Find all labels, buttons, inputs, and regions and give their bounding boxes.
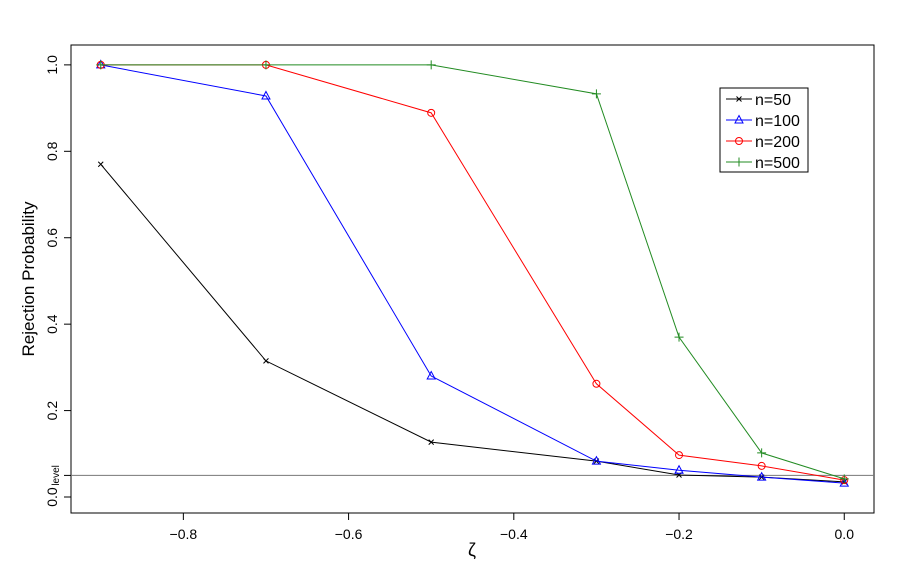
legend-marker: [735, 137, 743, 145]
legend-label: n=200: [755, 134, 800, 151]
series-line: [100, 64, 845, 484]
x-axis-label: ζ: [468, 540, 476, 560]
x-tick-label: 0.0: [835, 526, 855, 542]
marker: [263, 358, 269, 364]
plot-frame: [70, 44, 875, 514]
y-tick-label: 0.8: [44, 141, 60, 161]
legend-label: n=500: [755, 155, 800, 172]
legend-label: n=50: [755, 92, 791, 109]
legend-marker: [734, 157, 744, 167]
x-tick-label: −0.6: [335, 526, 363, 542]
marker: [675, 451, 684, 460]
series-line: [100, 163, 845, 483]
marker: [756, 471, 767, 481]
marker: [261, 90, 271, 100]
y-tick-label: 0.4: [44, 314, 60, 334]
marker: [591, 89, 601, 99]
x-tick-label: −0.4: [500, 526, 528, 542]
marker: [839, 477, 850, 487]
marker: [261, 60, 271, 70]
y-tick-label: 1.0: [44, 55, 60, 75]
marker: [757, 461, 766, 470]
y-tick-label: 0.6: [44, 228, 60, 248]
marker: [591, 455, 602, 465]
marker: [96, 60, 106, 70]
marker: [757, 448, 767, 458]
marker: [426, 370, 437, 380]
y-tick-label: 0.0: [44, 487, 60, 507]
y-tick-label: 0.2: [44, 401, 60, 421]
marker: [674, 464, 684, 474]
legend-marker: [736, 96, 742, 102]
y-axis-label: Rejection Probability: [19, 201, 38, 356]
marker: [97, 161, 104, 168]
x-tick-label: −0.8: [170, 526, 198, 542]
x-tick-label: −0.2: [665, 526, 693, 542]
legend: n=50 n=100 n=200 n=500: [719, 87, 809, 173]
marker: [592, 379, 601, 388]
legend-box: [719, 87, 809, 173]
legend-marker: [734, 114, 744, 124]
marker: [427, 108, 436, 117]
legend-label: n=100: [755, 113, 800, 130]
marker: [426, 60, 436, 70]
marker: [428, 439, 435, 445]
marker: [839, 474, 849, 484]
y-tick-label: level: [51, 465, 62, 486]
marker: [674, 332, 684, 342]
